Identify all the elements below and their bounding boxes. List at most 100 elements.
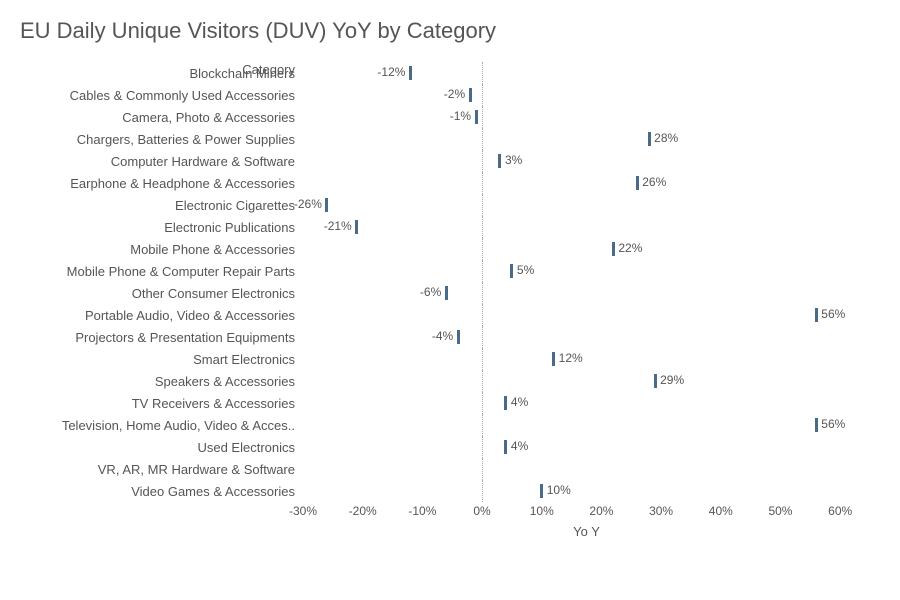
bar <box>325 198 328 212</box>
value-label: -6% <box>420 285 441 299</box>
x-tick: 20% <box>589 504 613 518</box>
zero-line <box>482 260 483 282</box>
zero-line <box>482 172 483 194</box>
value-label: -4% <box>432 329 453 343</box>
value-label: -2% <box>444 87 465 101</box>
category-row: Video Games & Accessories 10% <box>20 480 870 502</box>
x-tick: 0% <box>473 504 490 518</box>
value-label: 29% <box>660 373 684 387</box>
x-tick: 30% <box>649 504 673 518</box>
x-tick: -20% <box>349 504 377 518</box>
bar-track: 56% <box>303 304 870 326</box>
bar-track <box>303 458 870 480</box>
category-label: Other Consumer Electronics <box>20 286 303 301</box>
bar-track: -12% <box>303 62 870 84</box>
bar-track: -1% <box>303 106 870 128</box>
category-label: Mobile Phone & Accessories <box>20 242 303 257</box>
bar-track: 29% <box>303 370 870 392</box>
category-label: Electronic Cigarettes <box>20 198 303 213</box>
bar-track: -21% <box>303 216 870 238</box>
bar-track: 22% <box>303 238 870 260</box>
value-label: 4% <box>511 439 528 453</box>
zero-line <box>482 62 483 84</box>
zero-line <box>482 458 483 480</box>
value-label: 12% <box>559 351 583 365</box>
bar-track: -4% <box>303 326 870 348</box>
category-row: Mobile Phone & Accessories 22% <box>20 238 870 260</box>
category-label: Projectors & Presentation Equipments <box>20 330 303 345</box>
category-row: Camera, Photo & Accessories -1% <box>20 106 870 128</box>
bar <box>636 176 639 190</box>
x-tick: -30% <box>289 504 317 518</box>
category-label: TV Receivers & Accessories <box>20 396 303 411</box>
bar <box>469 88 472 102</box>
x-tick: 60% <box>828 504 852 518</box>
bar <box>445 286 448 300</box>
zero-line <box>482 480 483 502</box>
zero-line <box>482 282 483 304</box>
plot-area: Category Blockchain Miners-12%Cables & C… <box>20 62 870 502</box>
category-label: Camera, Photo & Accessories <box>20 110 303 125</box>
zero-line <box>482 304 483 326</box>
bar <box>409 66 412 80</box>
zero-line <box>482 370 483 392</box>
category-label: VR, AR, MR Hardware & Software <box>20 462 303 477</box>
category-row: Earphone & Headphone & Accessories 26% <box>20 172 870 194</box>
bar <box>498 154 501 168</box>
value-label: -26% <box>294 197 322 211</box>
category-label: Television, Home Audio, Video & Acces.. <box>20 418 303 433</box>
category-row: Mobile Phone & Computer Repair Parts5% <box>20 260 870 282</box>
category-row: Other Consumer Electronics -6% <box>20 282 870 304</box>
bar-track: 26% <box>303 172 870 194</box>
category-row: Speakers & Accessories 29% <box>20 370 870 392</box>
value-label: -21% <box>324 219 352 233</box>
bar-track: 4% <box>303 392 870 414</box>
category-row: Chargers, Batteries & Power Supplies28% <box>20 128 870 150</box>
zero-line <box>482 194 483 216</box>
zero-line <box>482 436 483 458</box>
zero-line <box>482 414 483 436</box>
value-label: 26% <box>642 175 666 189</box>
x-axis-ticks: Yo Y -30%-20%-10%0%10%20%30%40%50%60% <box>303 504 870 534</box>
bar <box>504 440 507 454</box>
zero-line <box>482 84 483 106</box>
category-label: Computer Hardware & Software <box>20 154 303 169</box>
value-label: 10% <box>547 483 571 497</box>
category-row: VR, AR, MR Hardware & Software <box>20 458 870 480</box>
category-label: Smart Electronics <box>20 352 303 367</box>
x-tick: 40% <box>709 504 733 518</box>
value-label: 22% <box>618 241 642 255</box>
category-label: Electronic Publications <box>20 220 303 235</box>
chart-title: EU Daily Unique Visitors (DUV) YoY by Ca… <box>20 18 870 44</box>
zero-line <box>482 348 483 370</box>
category-row: Projectors & Presentation Equipments -4% <box>20 326 870 348</box>
value-label: 3% <box>505 153 522 167</box>
value-label: -12% <box>377 65 405 79</box>
zero-line <box>482 216 483 238</box>
bar <box>475 110 478 124</box>
value-label: 4% <box>511 395 528 409</box>
bar <box>504 396 507 410</box>
category-label: Speakers & Accessories <box>20 374 303 389</box>
value-label: -1% <box>450 109 471 123</box>
bar <box>540 484 543 498</box>
category-row: Smart Electronics 12% <box>20 348 870 370</box>
category-row: TV Receivers & Accessories 4% <box>20 392 870 414</box>
bar-track: 10% <box>303 480 870 502</box>
x-axis: Yo Y -30%-20%-10%0%10%20%30%40%50%60% <box>20 504 870 534</box>
value-label: 5% <box>517 263 534 277</box>
category-label: Video Games & Accessories <box>20 484 303 499</box>
bar-track: 28% <box>303 128 870 150</box>
category-label: Portable Audio, Video & Accessories <box>20 308 303 323</box>
zero-line <box>482 150 483 172</box>
bar-track: 3% <box>303 150 870 172</box>
bar-track: 5% <box>303 260 870 282</box>
zero-line <box>482 128 483 150</box>
value-label: 28% <box>654 131 678 145</box>
category-axis-header: Category <box>20 62 295 77</box>
category-label: Earphone & Headphone & Accessories <box>20 176 303 191</box>
value-label: 56% <box>821 307 845 321</box>
bar-track: -2% <box>303 84 870 106</box>
category-row: Portable Audio, Video & Accessories 56% <box>20 304 870 326</box>
chart-container: EU Daily Unique Visitors (DUV) YoY by Ca… <box>0 0 900 600</box>
